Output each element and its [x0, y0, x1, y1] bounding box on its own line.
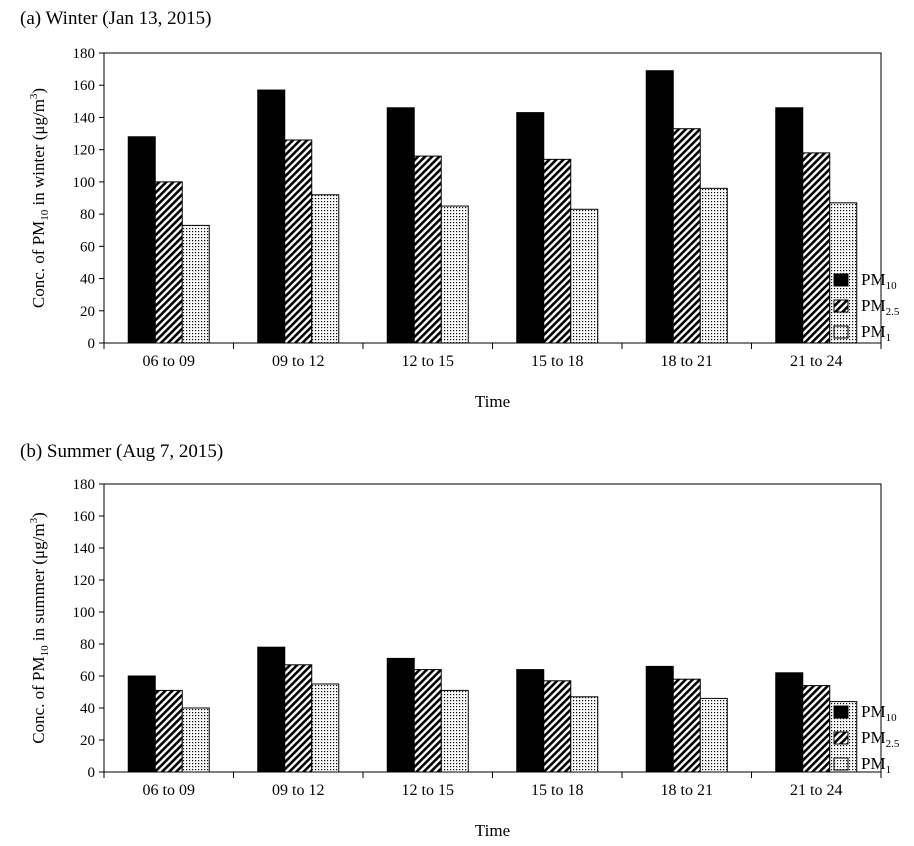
bar: [284, 664, 313, 773]
bar: [570, 696, 599, 773]
x-axis-label: Time: [475, 392, 510, 411]
legend-label: PM10: [861, 702, 897, 724]
y-tick-label: 0: [88, 765, 96, 781]
legend-label: PM2.5: [861, 296, 900, 318]
x-tick-label: 09 to 12: [272, 353, 324, 370]
y-tick-label: 120: [73, 573, 96, 589]
y-tick-label: 20: [80, 304, 95, 320]
bar: [699, 187, 728, 344]
bar: [311, 683, 340, 773]
legend-label: PM1: [861, 754, 891, 776]
y-tick-label: 40: [80, 272, 95, 288]
y-tick-label: 180: [73, 477, 96, 493]
bar: [284, 139, 313, 344]
y-tick-label: 180: [73, 46, 96, 62]
y-axis-label: Conc. of PM10 in summer (μg/m3): [28, 512, 51, 744]
y-axis-label: Conc. of PM10 in winter (μg/m3): [28, 88, 51, 308]
y-tick-label: 140: [73, 110, 96, 126]
bar: [127, 675, 156, 773]
bar: [543, 158, 572, 344]
bar: [154, 689, 183, 773]
y-tick-label: 160: [73, 509, 96, 525]
x-tick-label: 21 to 24: [790, 782, 842, 799]
winter-bar-chart: 0 20 40 60 80 100 120 140 160 180 06 to 09 09 to 12…: [28, 46, 900, 411]
y-tick-label: 100: [73, 605, 96, 621]
y-tick-label: 80: [80, 207, 95, 223]
bar: [311, 194, 340, 344]
y-tick-label: 160: [73, 78, 96, 94]
x-tick-label: 06 to 09: [143, 782, 195, 799]
x-tick-label: 15 to 18: [531, 353, 583, 370]
y-tick-label: 140: [73, 541, 96, 557]
bar: [516, 669, 545, 773]
bar: [440, 689, 469, 773]
bar: [386, 107, 415, 344]
legend-swatch: [833, 325, 849, 339]
y-tick-label: 40: [80, 701, 95, 717]
summer-bar-chart: 0 20 40 60 80 100 120 140 160 180 06 to 09 09 to 12…: [28, 477, 900, 840]
legend-label: PM1: [861, 322, 891, 344]
x-tick-label: 21 to 24: [790, 353, 842, 370]
bar: [181, 224, 210, 344]
x-tick-label: 15 to 18: [531, 782, 583, 799]
bar: [440, 205, 469, 344]
bar: [570, 208, 599, 344]
bar: [516, 112, 545, 344]
legend-swatch: [833, 273, 849, 287]
legend-swatch: [833, 705, 849, 719]
bar: [413, 669, 442, 773]
chart-title-winter: (a) Winter (Jan 13, 2015): [20, 8, 212, 29]
x-tick-label: 12 to 15: [402, 353, 454, 370]
plot-frame: [103, 483, 882, 773]
bar: [672, 128, 701, 344]
bar: [543, 680, 572, 773]
y-tick-label: 0: [88, 336, 96, 352]
bar: [257, 89, 286, 344]
plot-frame: [103, 52, 882, 344]
bar: [802, 685, 831, 773]
x-tick-label: 18 to 21: [661, 353, 713, 370]
bar: [127, 136, 156, 344]
y-tick-label: 80: [80, 637, 95, 653]
y-tick-label: 120: [73, 143, 96, 159]
chart-title-summer: (b) Summer (Aug 7, 2015): [20, 441, 224, 462]
bar: [645, 665, 674, 773]
y-tick-label: 20: [80, 733, 95, 749]
bar: [672, 678, 701, 773]
legend-label: PM2.5: [861, 728, 900, 750]
bar: [829, 202, 858, 344]
legend-label: PM10: [861, 270, 897, 292]
bar: [775, 107, 804, 344]
x-axis-label: Time: [475, 821, 510, 840]
x-tick-label: 18 to 21: [661, 782, 713, 799]
y-tick-label: 60: [80, 669, 95, 685]
bar: [699, 697, 728, 773]
legend-swatch: [833, 731, 849, 745]
bar: [413, 155, 442, 344]
bar: [386, 657, 415, 773]
bar: [775, 672, 804, 773]
y-tick-label: 60: [80, 239, 95, 255]
y-tick-label: 100: [73, 175, 96, 191]
legend-swatch: [833, 299, 849, 313]
bar: [154, 181, 183, 344]
x-tick-label: 09 to 12: [272, 782, 324, 799]
x-tick-label: 12 to 15: [402, 782, 454, 799]
bar: [257, 646, 286, 773]
bar: [645, 70, 674, 344]
x-tick-label: 06 to 09: [143, 353, 195, 370]
legend-swatch: [833, 757, 849, 771]
bar: [181, 707, 210, 773]
bar: [802, 152, 831, 344]
